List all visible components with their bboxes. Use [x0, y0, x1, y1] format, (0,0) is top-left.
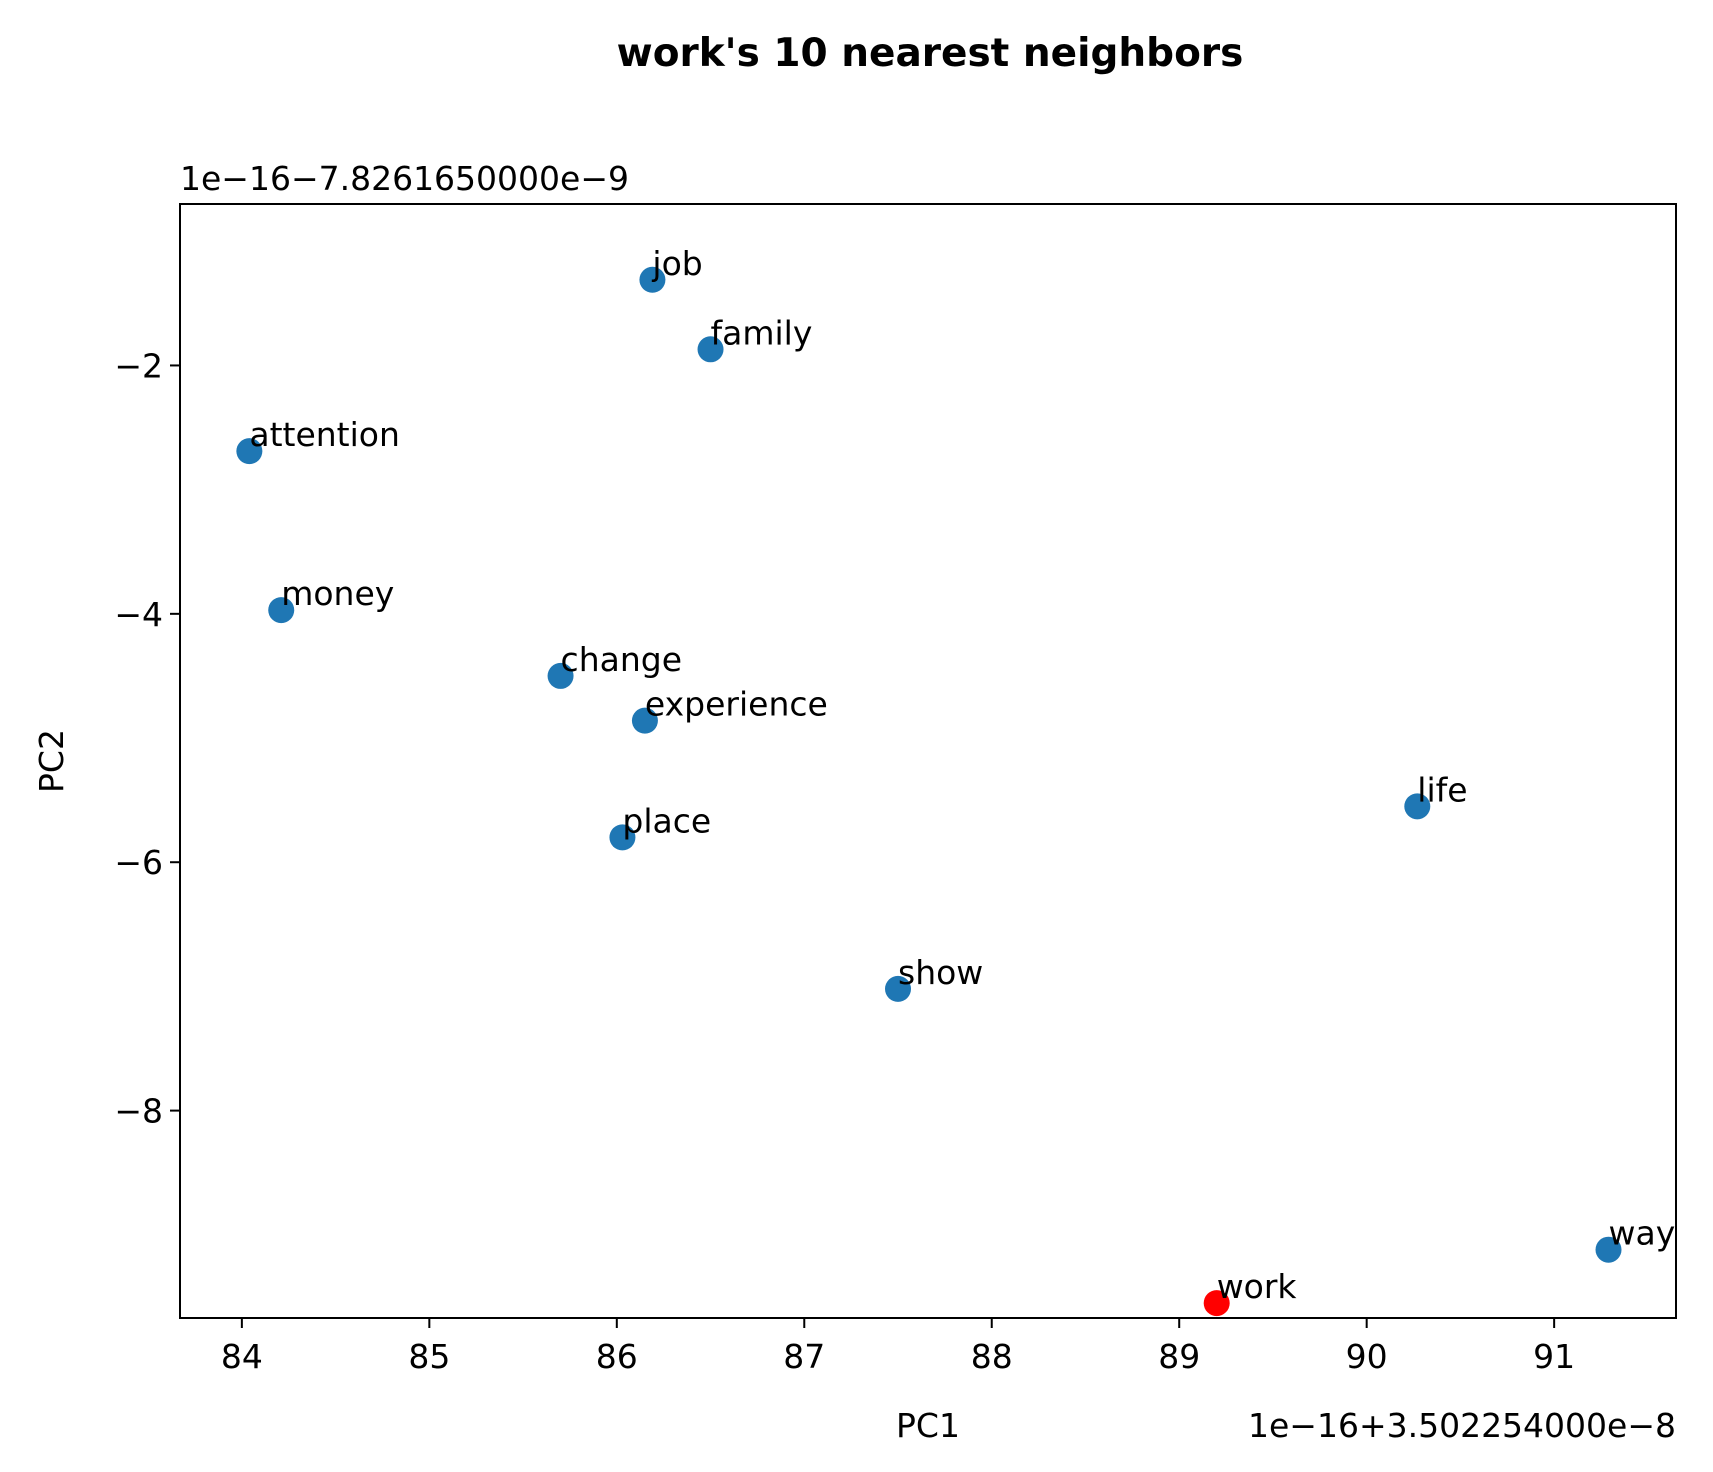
data-point-life	[1404, 793, 1431, 820]
x-tick-label: 85	[408, 1337, 450, 1376]
data-point-experience	[631, 707, 658, 734]
x-tick-label: 90	[1346, 1337, 1388, 1376]
data-point-attention	[236, 438, 263, 465]
chart-title: work's 10 nearest neighbors	[617, 31, 1244, 76]
point-label: way	[1609, 1214, 1676, 1253]
y-offset-text: 1e−16−7.8261650000e−9	[180, 159, 629, 198]
data-point-show	[885, 975, 912, 1002]
data-point-family	[697, 336, 724, 363]
x-tick-label: 87	[783, 1337, 825, 1376]
y-axis: −2 −4 −6 −8	[114, 346, 180, 1131]
plot-frame	[179, 203, 1677, 1319]
x-tick-label: 84	[221, 1337, 263, 1376]
data-point-way	[1595, 1236, 1622, 1263]
point-label: family	[711, 313, 813, 352]
data-point-job	[639, 266, 666, 293]
y-tick-label: −4	[114, 595, 163, 634]
y-tick-label: −8	[114, 1092, 163, 1131]
x-tick-label: 86	[596, 1337, 638, 1376]
point-label: show	[898, 953, 983, 992]
x-tick-label: 88	[971, 1337, 1013, 1376]
data-point-change	[547, 662, 574, 689]
y-axis-label: PC2	[32, 729, 71, 793]
point-label: attention	[249, 415, 400, 454]
point-label: work	[1217, 1267, 1298, 1306]
point-label: life	[1417, 770, 1467, 809]
point-label: money	[281, 574, 394, 613]
point-label: place	[622, 801, 711, 840]
point-label: change	[561, 640, 682, 679]
data-point-work	[1203, 1290, 1230, 1317]
x-axis-label: PC1	[896, 1406, 960, 1445]
x-tick-label: 91	[1533, 1337, 1575, 1376]
x-axis: 84 85 86 87 88 89 90 91	[221, 1318, 1575, 1376]
y-tick-label: −2	[114, 346, 163, 385]
y-tick-label: −6	[114, 843, 163, 882]
point-label: job	[651, 244, 702, 283]
point-label: experience	[645, 685, 828, 724]
data-point-money	[268, 597, 295, 624]
data-point-place	[609, 824, 636, 851]
x-tick-label: 89	[1158, 1337, 1200, 1376]
x-offset-text: 1e−16+3.502254000e−8	[1248, 1406, 1676, 1445]
